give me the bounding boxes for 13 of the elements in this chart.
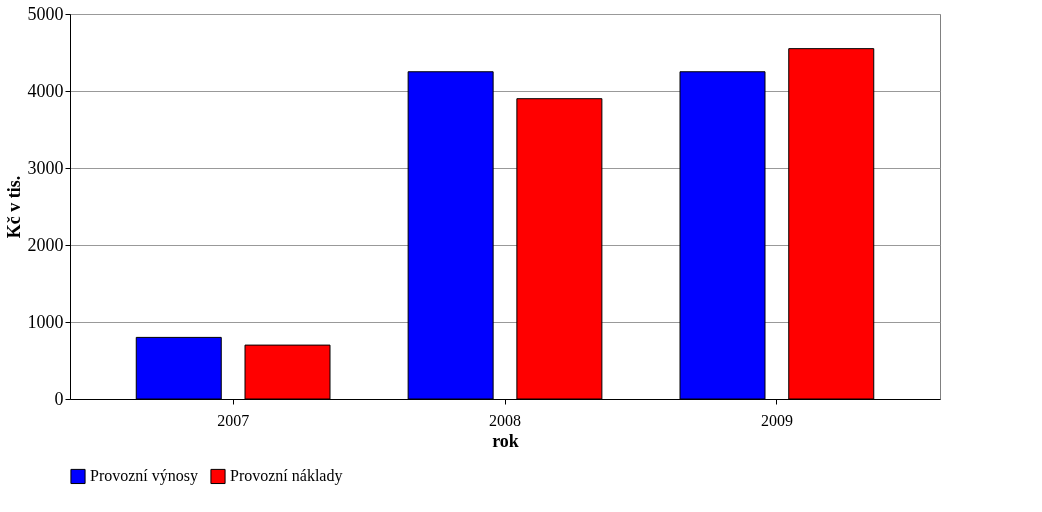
- x-tick-label: 2009: [760, 411, 793, 429]
- legend-label: Provozní náklady: [230, 467, 343, 486]
- y-tick-label: 0: [54, 388, 64, 409]
- y-tick-label: 1000: [27, 311, 64, 332]
- legend-label: Provozní výnosy: [90, 467, 198, 486]
- y-tick-label: 4000: [27, 80, 64, 101]
- x-axis-title: rok: [492, 430, 519, 451]
- x-tick-label: 2008: [489, 411, 521, 429]
- y-axis-title: Kč v tis.: [3, 175, 24, 239]
- y-tick-label: 2000: [27, 234, 64, 255]
- x-tick-label: 2007: [217, 411, 250, 429]
- y-tick-label: 3000: [27, 157, 64, 178]
- y-tick-label: 5000: [27, 3, 64, 24]
